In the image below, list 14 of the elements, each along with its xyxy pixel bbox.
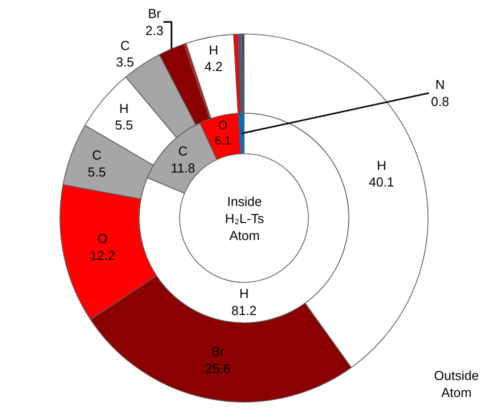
data-label: H 40.1	[368, 158, 394, 190]
data-label: H 81.2	[231, 286, 257, 318]
data-label: O 6.1	[214, 118, 232, 148]
data-label: O 12.2	[90, 230, 116, 263]
slice-label: Outside Atom	[434, 368, 479, 400]
data-label: H 5.5	[114, 100, 134, 133]
data-label: C 5.5	[88, 147, 106, 180]
data-label: N 0.8	[431, 77, 450, 109]
slice-label: Inside H₂L-Ts Atom	[225, 194, 264, 243]
data-label: Br 2.3	[145, 6, 164, 38]
data-label: Br 25.6	[205, 344, 230, 376]
data-label: H 4.2	[204, 42, 223, 74]
data-label: C 3.5	[116, 38, 134, 70]
data-label: C 11.8	[170, 143, 196, 176]
